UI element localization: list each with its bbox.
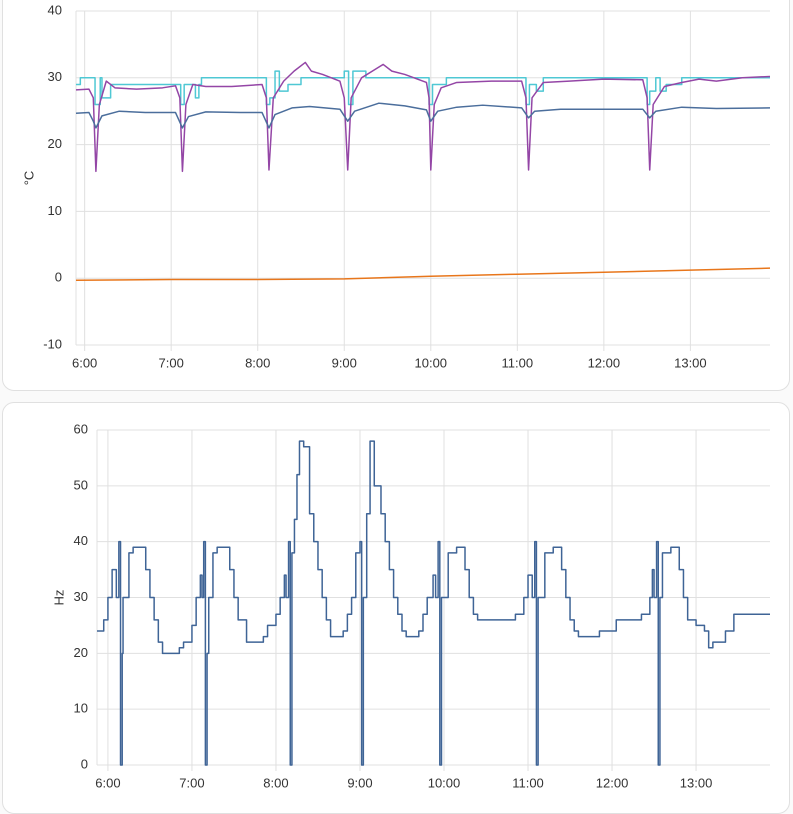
- y-tick-label: 20: [48, 136, 62, 151]
- card: [2, 0, 790, 391]
- x-tick-label: 13:00: [674, 355, 707, 370]
- x-tick-label: 7:00: [179, 775, 204, 790]
- x-tick-label: 7:00: [159, 355, 184, 370]
- y-tick-label: 30: [74, 589, 88, 604]
- y-tick-label: 10: [74, 701, 88, 716]
- x-tick-label: 10:00: [428, 775, 461, 790]
- y-tick-label: 40: [48, 2, 62, 17]
- y-tick-label: 50: [74, 477, 88, 492]
- x-tick-label: 11:00: [512, 775, 544, 790]
- series-line: [75, 102, 771, 129]
- y-tick-label: -10: [43, 336, 62, 351]
- x-tick-label: 12:00: [588, 355, 621, 370]
- x-tick-label: 8:00: [263, 775, 288, 790]
- series-line: [75, 267, 771, 281]
- x-tick-label: 10:00: [415, 355, 448, 370]
- x-tick-label: 9:00: [347, 775, 372, 790]
- y-axis-title: °C: [21, 171, 36, 186]
- y-tick-label: 30: [48, 69, 62, 84]
- x-tick-label: 12:00: [596, 775, 629, 790]
- y-tick-label: 40: [74, 533, 88, 548]
- x-tick-label: 9:00: [332, 355, 357, 370]
- x-tick-label: 6:00: [72, 355, 97, 370]
- series-line: [75, 61, 771, 173]
- y-tick-label: 0: [55, 270, 62, 285]
- x-tick-label: 11:00: [502, 355, 534, 370]
- x-tick-label: 6:00: [95, 775, 120, 790]
- y-tick-label: 60: [74, 421, 88, 436]
- x-tick-label: 13:00: [680, 775, 713, 790]
- y-axis-title: Hz: [51, 590, 66, 606]
- series-line: [97, 440, 770, 766]
- y-tick-label: 0: [81, 756, 88, 771]
- y-tick-label: 20: [74, 645, 88, 660]
- x-tick-label: 8:00: [245, 355, 270, 370]
- y-tick-label: 10: [48, 203, 62, 218]
